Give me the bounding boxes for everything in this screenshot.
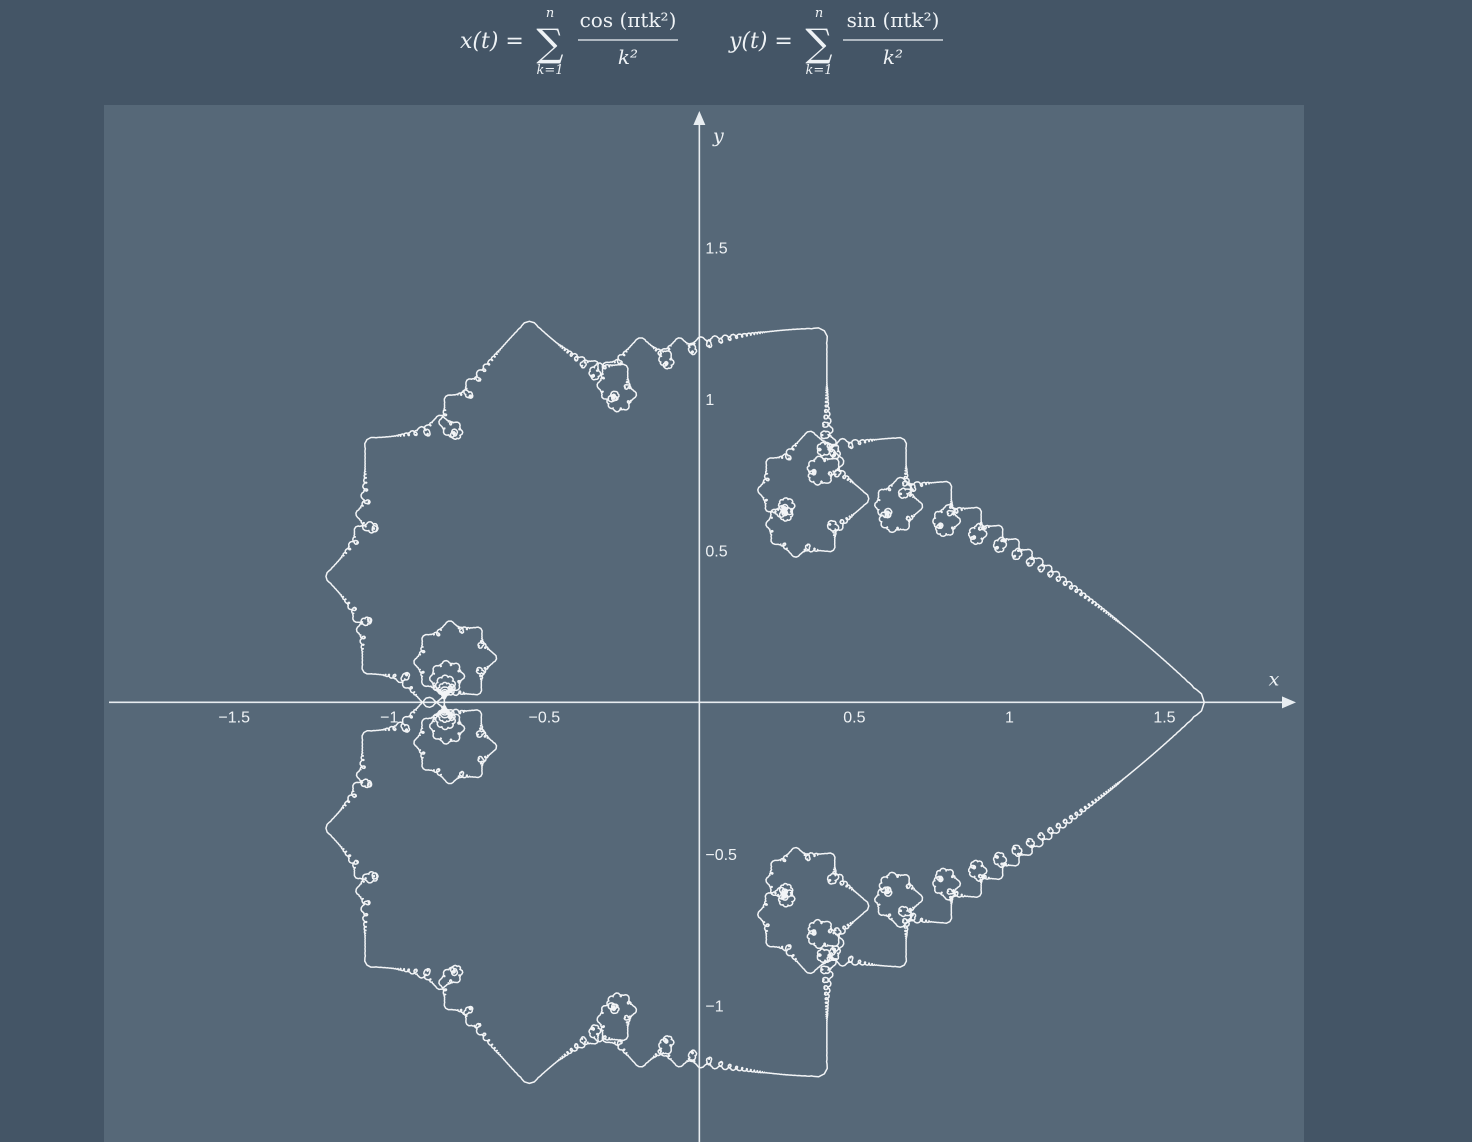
y-tick-label: −1 <box>705 999 723 1016</box>
formulas-svg: x(t) = n ∑ k=1 cos (πtk²) k² y(t) = n ∑ … <box>460 6 943 78</box>
formula-x: x(t) = n ∑ k=1 cos (πtk²) k² <box>460 6 678 78</box>
formula-y: y(t) = n ∑ k=1 sin (πtk²) k² <box>728 6 943 78</box>
x-axis-arrowhead <box>1282 696 1296 709</box>
x-tick-label: 0.5 <box>843 709 865 726</box>
formula-y-sum-lower: k=1 <box>805 63 832 78</box>
x-tick-label: −0.5 <box>529 709 561 726</box>
plot-svg: x y −1.5 −1 −0.5 0.5 1 1.5 1.5 1 0.5 −0.5 −1 <box>109 111 1296 1142</box>
y-tick-labels: 1.5 1 0.5 −0.5 −1 <box>705 241 737 1016</box>
x-tick-label: 1.5 <box>1153 709 1175 726</box>
y-tick-label: −0.5 <box>705 847 737 864</box>
y-tick-label: 1 <box>705 392 714 409</box>
formula-x-denominator: k² <box>618 45 638 69</box>
y-axis-arrowhead <box>693 111 706 125</box>
formula-y-lhs: y(t) = <box>728 29 793 54</box>
y-axis-label: y <box>712 125 724 147</box>
y-tick-label: 1.5 <box>705 241 727 258</box>
formula-x-sigma-icon: ∑ <box>536 21 563 65</box>
x-tick-labels: −1.5 −1 −0.5 0.5 1 1.5 <box>218 709 1175 726</box>
formula-y-sum-upper: n <box>815 6 823 21</box>
y-tick-label: 0.5 <box>705 544 727 561</box>
series-curve <box>325 320 1205 1085</box>
formula-y-numerator: sin (πtk²) <box>847 8 940 32</box>
plot-panel: x y −1.5 −1 −0.5 0.5 1 1.5 1.5 1 0.5 −0.5 −1 <box>104 105 1304 1142</box>
formula-y-sigma-icon: ∑ <box>805 21 832 65</box>
formula-y-denominator: k² <box>883 45 903 69</box>
formula-bar: x(t) = n ∑ k=1 cos (πtk²) k² y(t) = n ∑ … <box>0 0 1472 100</box>
formula-x-lhs: x(t) = <box>460 29 524 54</box>
formula-x-numerator: cos (πtk²) <box>580 8 677 32</box>
x-axis-label: x <box>1269 668 1280 690</box>
x-tick-label: 1 <box>1005 709 1014 726</box>
formula-x-sum-upper: n <box>546 6 554 21</box>
x-tick-label: −1 <box>380 709 398 726</box>
x-tick-label: −1.5 <box>218 709 250 726</box>
formula-x-sum-lower: k=1 <box>536 63 563 78</box>
